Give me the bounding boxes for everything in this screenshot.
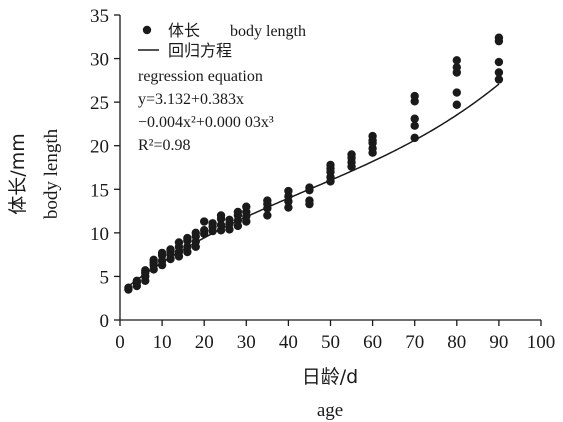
data-point (452, 56, 461, 65)
data-point (410, 91, 419, 101)
data-point (216, 220, 226, 230)
equation-line-2: −0.004x²+0.000 03x³ (138, 114, 274, 131)
legend-point-marker (142, 25, 152, 35)
data-point (410, 121, 419, 130)
x-tick-label: 60 (363, 332, 382, 353)
data-point (452, 63, 461, 72)
data-point (305, 183, 314, 192)
x-axis-title-en: age (317, 400, 343, 421)
y-axis-title-cn: 体长/mm (7, 133, 29, 214)
ticks (114, 14, 542, 326)
data-point (225, 215, 234, 224)
x-tick-label: 50 (321, 332, 340, 353)
x-tick-label: 30 (237, 332, 256, 353)
data-point (124, 283, 133, 292)
data-point (200, 217, 209, 226)
x-tick-label: 20 (195, 332, 214, 353)
data-point (216, 211, 226, 220)
data-point (326, 160, 335, 170)
legend: 体长 body length 回归方程 regression equation … (138, 21, 306, 154)
y-axis-title-en: body length (41, 128, 62, 219)
data-point (410, 114, 419, 123)
y-tick-label: 15 (90, 180, 109, 201)
data-point (494, 75, 504, 84)
x-tick-label: 90 (489, 332, 508, 353)
y-tick-label: 10 (90, 224, 109, 245)
data-point (284, 186, 293, 196)
y-tick-label: 35 (90, 6, 109, 27)
legend-points-label-cn: 体长 (168, 21, 200, 40)
data-point (305, 196, 314, 205)
tick-labels: 0 10 20 30 40 50 60 70 80 90 100 0 5 10 15 20 25 30 35 (90, 6, 555, 353)
data-point (183, 233, 192, 243)
data-point (494, 33, 504, 42)
data-point (452, 100, 461, 109)
x-tick-label: 40 (279, 332, 298, 353)
y-tick-label: 25 (90, 93, 109, 114)
data-point (494, 68, 504, 77)
data-point (452, 88, 461, 97)
x-tick-label: 0 (115, 332, 125, 353)
r-squared: R²=0.98 (138, 137, 191, 154)
y-tick-label: 5 (100, 267, 110, 288)
data-point (191, 228, 200, 238)
x-tick-label: 70 (405, 332, 424, 353)
y-tick-label: 0 (100, 311, 110, 332)
data-point (347, 150, 356, 159)
data-point (410, 133, 419, 143)
data-point (263, 196, 272, 205)
equation-line-1: y=3.132+0.383x (138, 91, 244, 108)
data-point (183, 242, 192, 251)
y-tick-label: 20 (90, 137, 109, 158)
data-point (174, 238, 184, 247)
data-point (132, 276, 142, 285)
legend-points-label-en: body length (230, 23, 306, 40)
data-point (208, 219, 217, 228)
data-point (200, 226, 209, 235)
x-tick-label: 80 (447, 332, 466, 353)
x-axis-title-cn: 日龄/d (302, 366, 358, 388)
data-point (263, 211, 272, 220)
data-point (494, 57, 504, 67)
data-point (157, 248, 167, 258)
y-tick-label: 30 (90, 50, 109, 71)
data-point (233, 207, 243, 217)
data-point (242, 202, 251, 211)
x-tick-label: 100 (527, 332, 556, 353)
legend-line-label-cn: 回归方程 (168, 41, 232, 60)
data-point (368, 131, 377, 141)
data-point (284, 203, 293, 212)
data-point (166, 245, 175, 254)
legend-line-label-en: regression equation (138, 68, 263, 85)
data-points (124, 33, 504, 294)
data-point (149, 255, 158, 265)
data-point (141, 266, 150, 275)
x-tick-label: 10 (153, 332, 172, 353)
